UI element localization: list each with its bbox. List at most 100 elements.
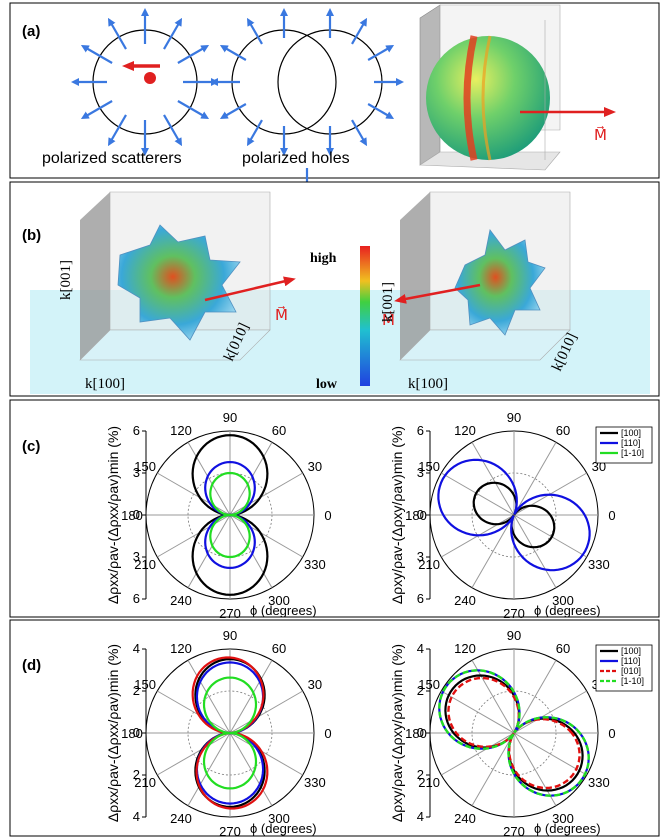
- polar-x-axis-label: ϕ (degrees): [534, 603, 601, 618]
- colorbar-high-label: high: [310, 251, 337, 266]
- panel-a: (a) polarized scatterers polarized holes: [9, 2, 660, 198]
- polar-x-axis-label: ϕ (degrees): [250, 821, 317, 836]
- hole-arrow: [219, 103, 247, 119]
- polar-spoke: [513, 690, 587, 734]
- polar-spoke: [157, 690, 231, 734]
- fermi-surface-left: M⃗ k[001] k[010] k[100]: [58, 191, 296, 392]
- hole-arrow: [247, 17, 263, 45]
- hole-arrow: [351, 119, 367, 147]
- polar-angle-label: 240: [454, 593, 476, 608]
- magnetization-label-a: M⃗: [594, 125, 607, 144]
- hole-arrow: [367, 103, 395, 119]
- polar-angle-label: 270: [219, 606, 241, 621]
- polar-angle-label: 330: [588, 557, 610, 572]
- polar-angle-label: 90: [223, 410, 237, 425]
- curve-1-10: [438, 669, 590, 797]
- polar-angle-label: 300: [552, 593, 574, 608]
- polar-angle-label: 120: [170, 423, 192, 438]
- polar-angle-label: 210: [134, 557, 156, 572]
- colorbar: high low: [310, 246, 370, 392]
- polar-angle-label: 210: [418, 557, 440, 572]
- polar-spoke: [157, 472, 231, 516]
- polar-spoke: [471, 442, 515, 516]
- polar-angle-label: 240: [170, 593, 192, 608]
- polar-angle-label: 210: [418, 775, 440, 790]
- polar-angle-label: 0: [608, 726, 615, 741]
- scatter-arrow: [108, 114, 127, 147]
- caption-scatterers: polarized scatterers: [42, 150, 182, 167]
- polar-angle-label: 60: [556, 641, 570, 656]
- panel-c-letter: (c): [22, 438, 40, 455]
- panel-c-frame: [9, 399, 660, 618]
- hole-arrow: [367, 45, 395, 61]
- polar-angle-label: 60: [556, 423, 570, 438]
- polar-angle-label: 300: [552, 811, 574, 826]
- polar-radial-tick: 6: [417, 423, 424, 438]
- scatter-arrow: [80, 100, 113, 119]
- polar-radial-tick: 3: [417, 549, 424, 564]
- polar-angle-label: 210: [134, 775, 156, 790]
- panel-d-frame: [9, 619, 660, 837]
- polar-y-axis-label: Δρxy/ρav-(Δρxy/ρav)min (%): [389, 644, 405, 822]
- curve-110: [437, 458, 591, 572]
- polar-angle-label: 60: [272, 423, 286, 438]
- polar-angle-label: 270: [503, 824, 525, 838]
- hole-arrows: [210, 8, 404, 198]
- polar-radial-tick: 2: [417, 683, 424, 698]
- curve-1-10: [202, 676, 258, 790]
- fermi-surface-right: M⃗ k[001] k[010] k[100]: [380, 191, 581, 392]
- polar-spoke: [157, 514, 231, 558]
- polar-radial-tick: 3: [133, 549, 140, 564]
- scatter-arrow: [107, 17, 127, 50]
- polar-angle-label: 30: [308, 677, 322, 692]
- polar-angle-label: 330: [588, 775, 610, 790]
- magnetization-label-b-right: M⃗: [382, 310, 395, 329]
- panel-d-letter: (d): [22, 657, 41, 674]
- polar-radial-tick: 6: [133, 591, 140, 606]
- polar-radial-tick: 2: [133, 767, 140, 782]
- polar-radial-tick: 2: [417, 767, 424, 782]
- polar-spoke: [229, 660, 273, 734]
- polar-radial-tick: 0: [417, 725, 424, 740]
- polar-radial-tick: 4: [417, 809, 424, 824]
- polar-radial-tick: 0: [133, 725, 140, 740]
- polar-spoke: [229, 690, 303, 734]
- hole-arrow: [247, 119, 263, 147]
- polar-radial-tick: 6: [133, 423, 140, 438]
- polar-y-axis-label: Δρxx/ρav-(Δρxx/ρav)min (%): [105, 426, 121, 604]
- legend-entry: [100]: [621, 428, 641, 438]
- polar-angle-label: 150: [134, 677, 156, 692]
- scatterer-arrows: [71, 8, 219, 156]
- polar-spoke: [187, 732, 231, 806]
- legend-entry: [100]: [621, 646, 641, 656]
- polar-spoke: [513, 514, 557, 588]
- curve-100: [472, 481, 556, 549]
- panel-b-letter: (b): [22, 227, 41, 244]
- legend-entry: [110]: [621, 656, 640, 666]
- polar-x-axis-label: ϕ (degrees): [534, 821, 601, 836]
- scatterers-diagram: polarized scatterers: [42, 8, 219, 167]
- polar-spoke: [229, 442, 273, 516]
- k100-label-left: k[100]: [85, 376, 125, 392]
- polar-x-axis-label: ϕ (degrees): [250, 603, 317, 618]
- polar-spoke: [441, 472, 515, 516]
- hole-arrow: [351, 17, 367, 45]
- polar-radial-tick: 4: [133, 809, 140, 824]
- k001-label-right: k[001]: [380, 282, 396, 322]
- polar-spoke: [229, 732, 273, 806]
- polar-angle-label: 120: [170, 641, 192, 656]
- polar-spoke: [471, 514, 515, 588]
- polar-spoke: [157, 732, 231, 776]
- polar-angle-label: 90: [507, 410, 521, 425]
- polar-radial-tick: 6: [417, 591, 424, 606]
- polar-angle-label: 180: [121, 726, 143, 741]
- scatter-arrow: [177, 100, 210, 119]
- holes-diagram: polarized holes: [210, 8, 404, 198]
- k100-label-right: k[100]: [408, 376, 448, 392]
- polar-angle-label: 180: [121, 508, 143, 523]
- polar-angle-label: 0: [608, 508, 615, 523]
- polar-angle-label: 150: [418, 459, 440, 474]
- legend-entry: [1-10]: [621, 676, 644, 686]
- polar-spoke: [229, 732, 303, 776]
